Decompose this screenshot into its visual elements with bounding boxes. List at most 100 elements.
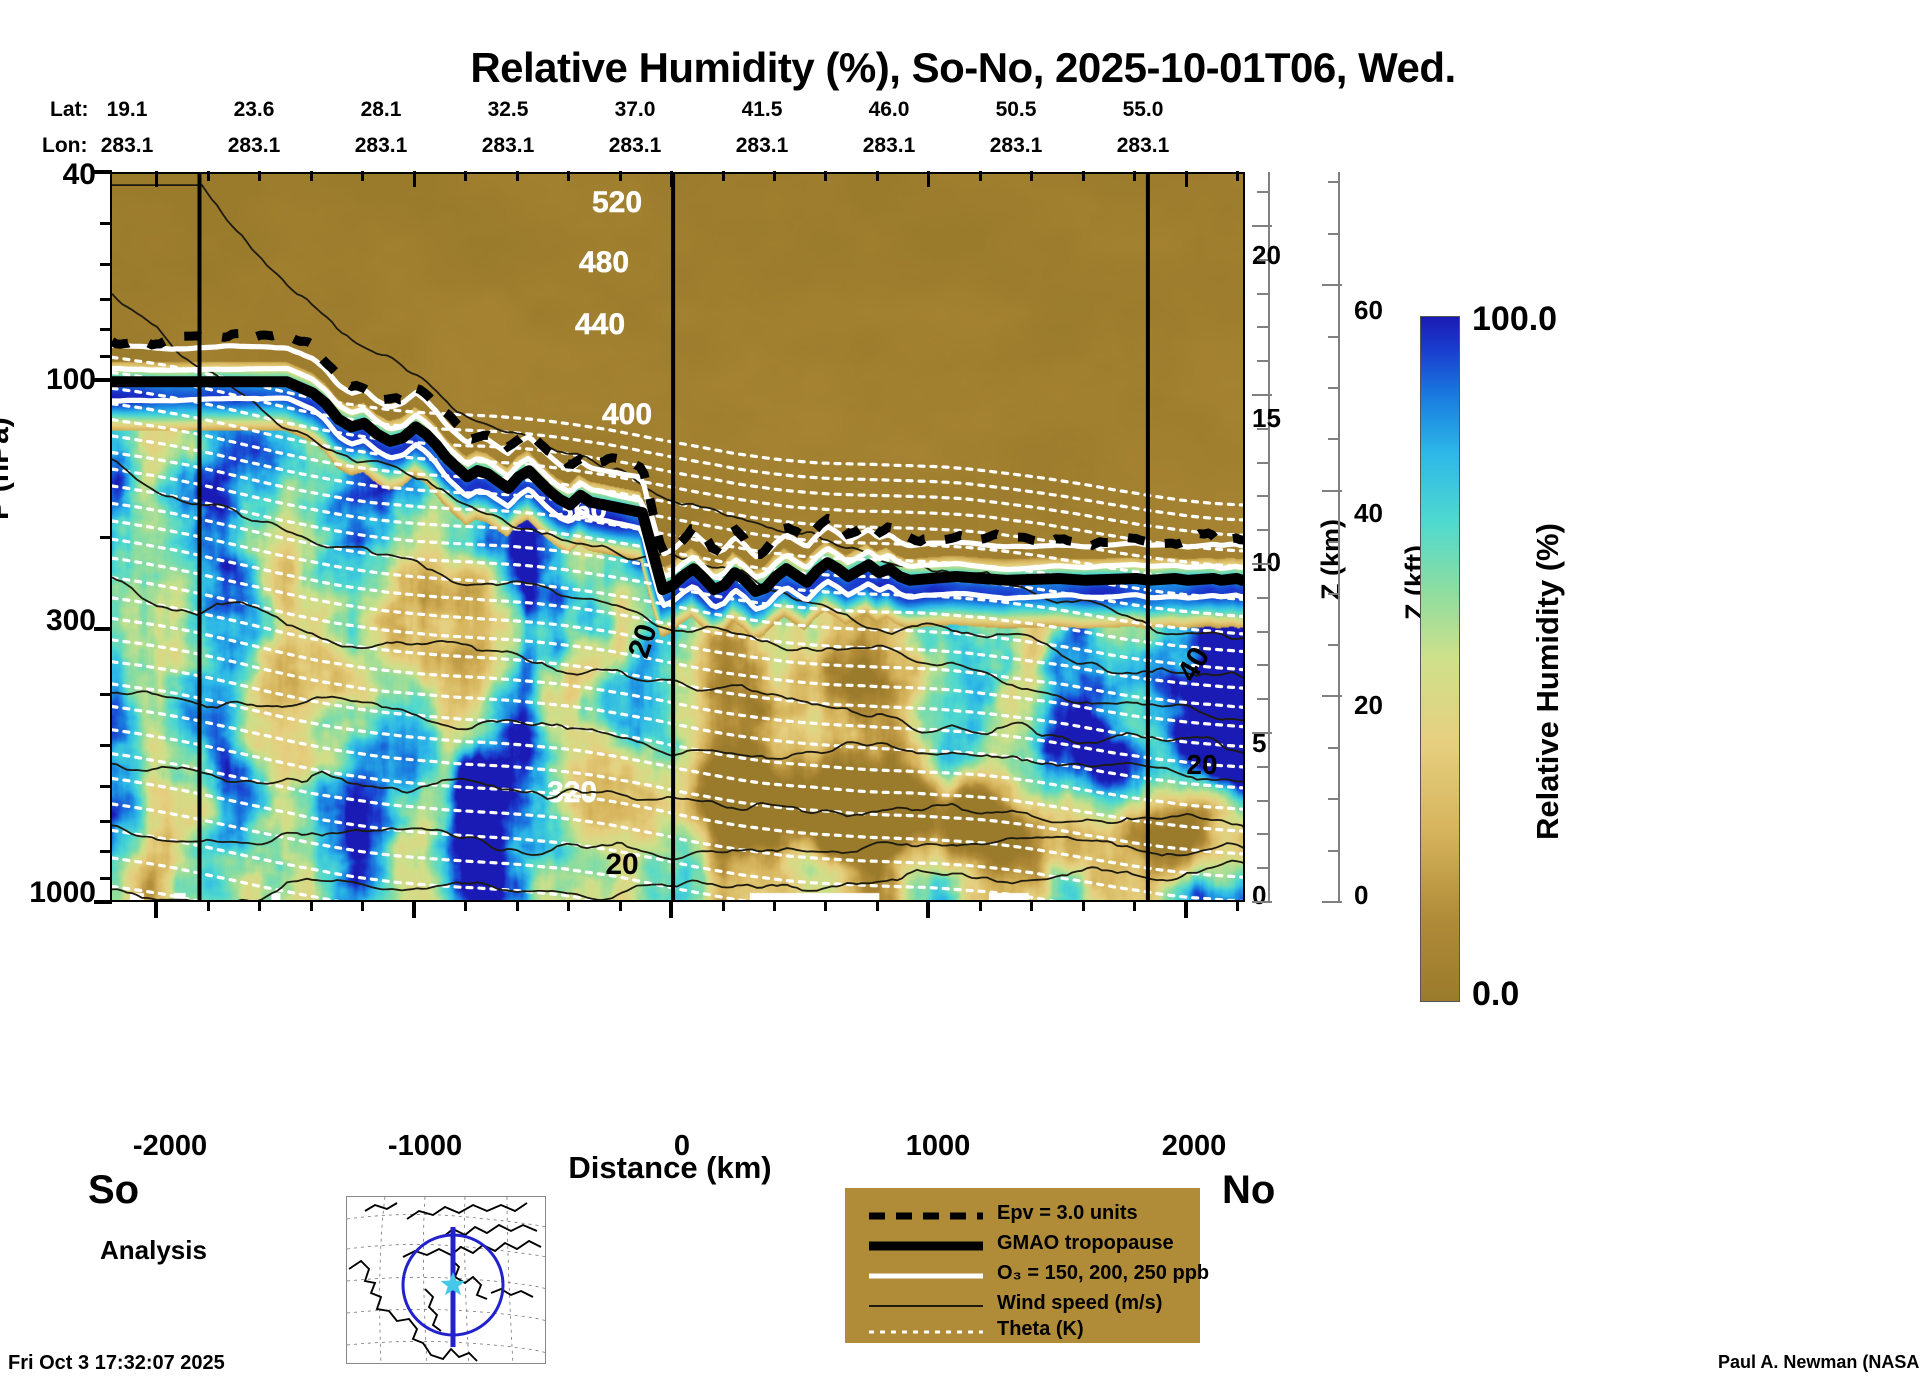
y-minor-tick-700 xyxy=(100,820,112,824)
zkft-major-tick-20 xyxy=(1322,695,1342,698)
zkft-minor-tick-45 xyxy=(1328,438,1339,441)
theta-contour xyxy=(112,828,609,900)
thin-black-line-icon xyxy=(867,1290,985,1321)
x-top-tick--800 xyxy=(464,171,468,181)
x-axis-label: Distance (km) xyxy=(568,1150,772,1185)
z-km-axis-line xyxy=(1268,172,1270,902)
x-minor-tick-1800 xyxy=(1133,900,1137,911)
contour-overlay: 2803203604004404805205204804404003602020… xyxy=(112,174,1243,900)
x-top-tick-0 xyxy=(670,171,674,187)
x-minor-tick-1600 xyxy=(1081,900,1085,911)
zkm-minor-tick-11 xyxy=(1257,529,1268,532)
lat-value-1: 23.6 xyxy=(233,98,275,121)
zkft-minor-tick-30 xyxy=(1328,592,1339,595)
wind-speed-contour-0 xyxy=(112,184,1243,640)
lat-value-4: 37.0 xyxy=(614,98,656,121)
zkm-major-tick-0 xyxy=(1252,901,1272,903)
theta-contour xyxy=(112,501,1243,654)
x-tick-0: 0 xyxy=(673,1130,691,1162)
zkm-major-tick-10 xyxy=(1252,563,1272,566)
lat-value-7: 50.5 xyxy=(995,98,1037,121)
z-kft-axis-line xyxy=(1338,172,1340,902)
x-top-tick--1200 xyxy=(361,171,365,181)
legend-item-epv: Epv = 3.0 units xyxy=(845,1200,1200,1231)
x-minor-tick-200 xyxy=(721,900,725,911)
theta-contour-label-400: 400 xyxy=(602,398,652,431)
zkft-major-tick-60 xyxy=(1322,284,1342,287)
theta-contour xyxy=(112,884,201,900)
zkm-minor-tick-14 xyxy=(1257,427,1268,430)
wind-contour-label-20b: 20 xyxy=(605,848,638,881)
dotted-white-line-icon xyxy=(867,1316,985,1347)
zkm-minor-tick-17 xyxy=(1257,326,1268,329)
legend-item-ozone: O₃ = 150, 200, 250 ppb xyxy=(845,1260,1209,1291)
wind-speed-contour-4 xyxy=(112,690,1243,783)
y-minor-tick-70 xyxy=(100,297,112,301)
zkm-minor-tick-21 xyxy=(1257,191,1268,194)
wind-speed-contour-7 xyxy=(112,859,1243,900)
x-minor-tick-400 xyxy=(773,900,776,911)
x-tick-2000: 2000 xyxy=(1161,1130,1227,1162)
theta-contour xyxy=(112,616,1243,769)
zkft-minor-tick-55 xyxy=(1328,335,1339,338)
theta-contour xyxy=(112,802,750,900)
wind-speed-contour-6 xyxy=(112,824,1243,861)
x-top-tick--2000 xyxy=(155,171,159,187)
zkft-tick-0: 0 xyxy=(1354,880,1369,910)
y-tick-300: 300 xyxy=(45,604,96,637)
theta-contour xyxy=(112,355,1243,507)
colorbar xyxy=(1420,316,1460,1002)
y-axis-label: P (hPa) xyxy=(0,417,15,520)
y-tick-100: 100 xyxy=(45,363,96,396)
north-america-transect-inset[interactable] xyxy=(346,1196,546,1364)
theta-contour-label-480: 480 xyxy=(579,246,629,279)
lon-value-5: 283.1 xyxy=(735,134,789,157)
coastline-paths xyxy=(348,1202,542,1362)
lat-value-8: 55.0 xyxy=(1122,98,1164,121)
zkft-major-tick-0 xyxy=(1322,901,1342,903)
y-minor-tick-200 xyxy=(100,536,112,539)
zkm-minor-tick-4 xyxy=(1257,765,1268,768)
z-km-axis-label: Z (km) xyxy=(1316,519,1346,600)
cross-section-plot[interactable]: 2803203604004404805205204804404003602020… xyxy=(110,172,1245,902)
legend-label-tropopause: GMAO tropopause xyxy=(997,1232,1174,1254)
x-top-tick--1400 xyxy=(309,171,313,181)
zkm-tick-5: 5 xyxy=(1252,728,1267,758)
x-top-tick--1600 xyxy=(258,171,262,181)
theta-contour xyxy=(112,556,1243,709)
zkm-minor-tick-1 xyxy=(1257,867,1268,870)
x-minor-tick-1400 xyxy=(1030,900,1034,911)
y-minor-tick-90 xyxy=(100,354,112,358)
x-minor-tick-1200 xyxy=(978,900,982,911)
x-top-tick-800 xyxy=(875,171,879,181)
legend-label-wind: Wind speed (m/s) xyxy=(997,1292,1163,1314)
legend-label-ozone: O₃ = 150, 200, 250 ppb xyxy=(997,1262,1210,1284)
y-minor-tick-900 xyxy=(100,877,112,881)
zkm-major-tick-20 xyxy=(1252,225,1272,228)
colorbar-min-label: 0.0 xyxy=(1472,975,1520,1013)
zkft-minor-tick-5 xyxy=(1328,849,1339,852)
lon-value-2: 283.1 xyxy=(354,134,408,157)
x-minor-tick--1800 xyxy=(206,900,210,911)
wind-speed-contour-5 xyxy=(112,762,1243,828)
zkm-minor-tick-3 xyxy=(1257,799,1268,802)
theta-contour xyxy=(112,704,1243,856)
zkm-minor-tick-19 xyxy=(1257,258,1268,261)
theta-contour xyxy=(112,752,1243,900)
zkm-major-tick-5 xyxy=(1252,732,1272,735)
theta-contour xyxy=(112,386,1243,537)
x-top-tick-1200 xyxy=(978,171,982,181)
dashed-thick-black-line-icon xyxy=(867,1200,985,1231)
zkm-tick-10: 10 xyxy=(1252,547,1281,577)
lon-value-8: 283.1 xyxy=(1116,134,1170,157)
x-tick-1000: 1000 xyxy=(905,1130,971,1162)
zkm-minor-tick-13 xyxy=(1257,461,1268,464)
zkft-minor-tick-25 xyxy=(1328,643,1339,646)
x-minor-tick--600 xyxy=(515,900,519,911)
zkft-major-tick-40 xyxy=(1322,489,1342,492)
author-credit: Paul A. Newman (NASA xyxy=(1718,1352,1920,1372)
y-minor-tick-500 xyxy=(100,743,112,747)
theta-contour xyxy=(112,576,1243,729)
gmao-tropopause-line xyxy=(112,376,1243,597)
wind-speed-contour-2 xyxy=(112,458,1243,722)
